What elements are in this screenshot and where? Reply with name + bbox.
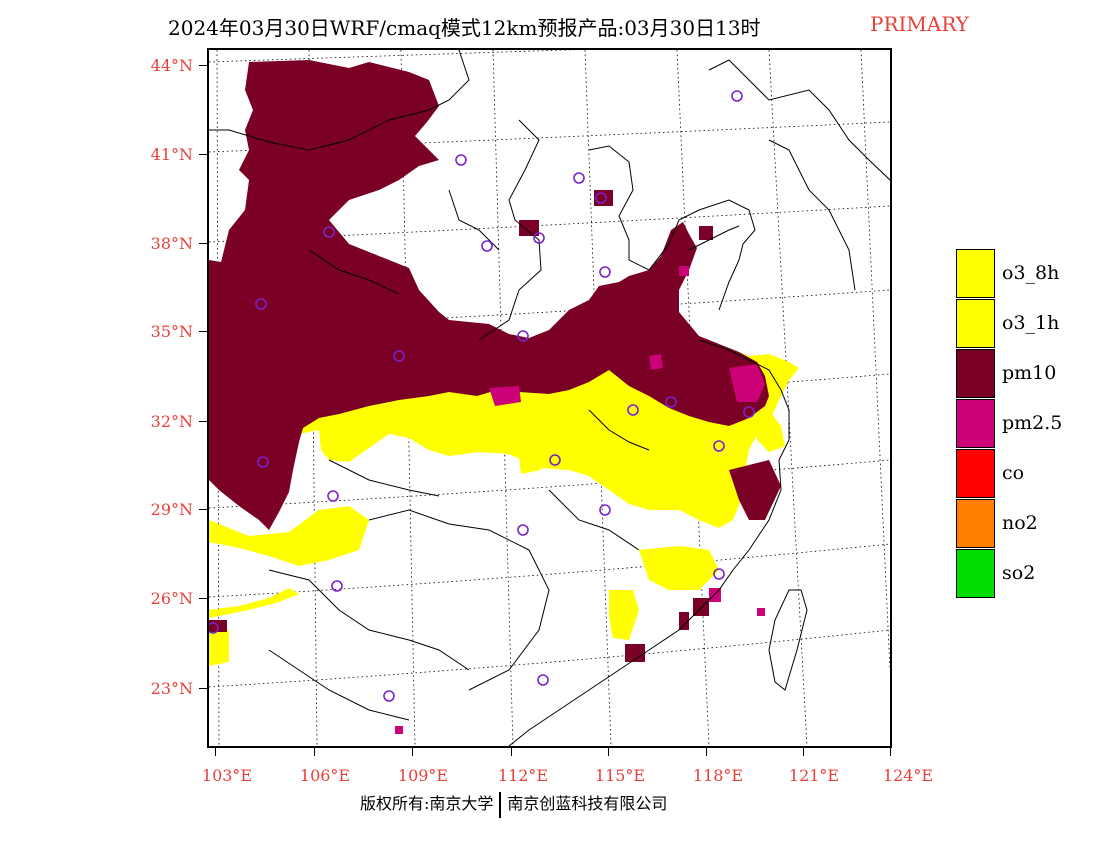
legend-swatch — [956, 249, 995, 298]
pm25-area — [395, 266, 765, 734]
lat-tick — [199, 598, 207, 599]
lon-label-118: 118°E — [692, 766, 744, 785]
lon-label-103: 103°E — [201, 766, 253, 785]
station-marker — [517, 330, 529, 342]
lon-tick — [890, 748, 891, 756]
lat-label-23: 23°N — [150, 679, 193, 698]
legend-item-o3-1h: o3_1h — [956, 299, 1076, 349]
lat-tick — [199, 243, 207, 244]
station-marker — [327, 490, 339, 502]
legend-label: pm10 — [1002, 362, 1057, 384]
primary-tag: PRIMARY — [870, 12, 969, 36]
lat-tick — [199, 65, 207, 66]
lon-tick — [803, 748, 804, 756]
map-frame[interactable] — [207, 48, 892, 748]
legend-swatch — [956, 399, 995, 448]
station-marker — [743, 406, 755, 418]
legend-label: no2 — [1002, 512, 1038, 534]
station-marker — [517, 524, 529, 536]
lat-label-44: 44°N — [150, 56, 193, 75]
station-marker — [481, 240, 493, 252]
boundary-lines — [209, 50, 890, 746]
station-marker — [331, 580, 343, 592]
station-marker — [713, 568, 725, 580]
title-row: 2024年03月30日WRF/cmaq模式12km预报产品:03月30日13时 … — [0, 12, 1100, 40]
lat-label-38: 38°N — [150, 234, 193, 253]
lon-tick — [215, 748, 216, 756]
legend-swatch — [956, 549, 995, 598]
lat-tick — [199, 154, 207, 155]
legend-label: so2 — [1002, 562, 1036, 584]
legend-item-co: co — [956, 449, 1076, 499]
lat-tick — [199, 331, 207, 332]
lat-label-41: 41°N — [150, 145, 193, 164]
station-marker — [393, 350, 405, 362]
station-marker — [209, 622, 219, 634]
station-marker — [627, 404, 639, 416]
legend-label: co — [1002, 462, 1025, 484]
lat-label-26: 26°N — [150, 589, 193, 608]
lon-tick — [412, 748, 413, 756]
station-marker — [455, 154, 467, 166]
station-marker — [383, 690, 395, 702]
lat-tick — [199, 688, 207, 689]
lon-label-121: 121°E — [788, 766, 840, 785]
legend-item-so2: so2 — [956, 549, 1076, 599]
station-marker — [599, 266, 611, 278]
legend-item-no2: no2 — [956, 499, 1076, 549]
legend-item-pm25: pm2.5 — [956, 399, 1076, 449]
footer-separator — [499, 791, 502, 818]
lat-label-32: 32°N — [150, 412, 193, 431]
legend-swatch — [956, 349, 995, 398]
lon-label-115: 115°E — [594, 766, 646, 785]
station-marker — [255, 298, 267, 310]
lon-label-109: 109°E — [397, 766, 449, 785]
station-markers — [209, 90, 755, 702]
lat-tick — [199, 509, 207, 510]
lat-tick — [199, 421, 207, 422]
lat-label-29: 29°N — [150, 500, 193, 519]
station-marker — [549, 454, 561, 466]
legend: o3_8h o3_1h pm10 pm2.5 co no2 so2 — [956, 249, 1076, 599]
lon-tick — [511, 748, 512, 756]
station-marker — [599, 504, 611, 516]
station-marker — [731, 90, 743, 102]
lon-label-106: 106°E — [299, 766, 351, 785]
legend-item-pm10: pm10 — [956, 349, 1076, 399]
legend-swatch — [956, 499, 995, 548]
station-marker — [257, 456, 269, 468]
copyright-owner: 版权所有:南京大学 — [360, 794, 494, 813]
legend-label: o3_8h — [1002, 262, 1060, 284]
lon-label-124: 124°E — [882, 766, 934, 785]
lon-tick — [314, 748, 315, 756]
station-marker — [713, 440, 725, 452]
lon-tick — [608, 748, 609, 756]
station-marker — [537, 674, 549, 686]
lon-label-112: 112°E — [497, 766, 549, 785]
map-title: 2024年03月30日WRF/cmaq模式12km预报产品:03月30日13时 — [168, 16, 761, 40]
station-marker — [533, 232, 545, 244]
legend-label: o3_1h — [1002, 312, 1060, 334]
legend-item-o3-8h: o3_8h — [956, 249, 1076, 299]
station-marker — [665, 396, 677, 408]
legend-swatch — [956, 449, 995, 498]
copyright-company: 南京创蓝科技有限公司 — [507, 794, 668, 813]
copyright-footer: 版权所有:南京大学 南京创蓝科技有限公司 — [360, 790, 667, 818]
lat-label-35: 35°N — [150, 322, 193, 341]
station-marker — [323, 226, 335, 238]
legend-swatch — [956, 299, 995, 348]
legend-label: pm2.5 — [1002, 412, 1063, 434]
lon-tick — [706, 748, 707, 756]
station-marker — [573, 172, 585, 184]
graticule — [209, 50, 890, 746]
station-marker — [595, 192, 607, 204]
map-canvas — [209, 50, 890, 746]
